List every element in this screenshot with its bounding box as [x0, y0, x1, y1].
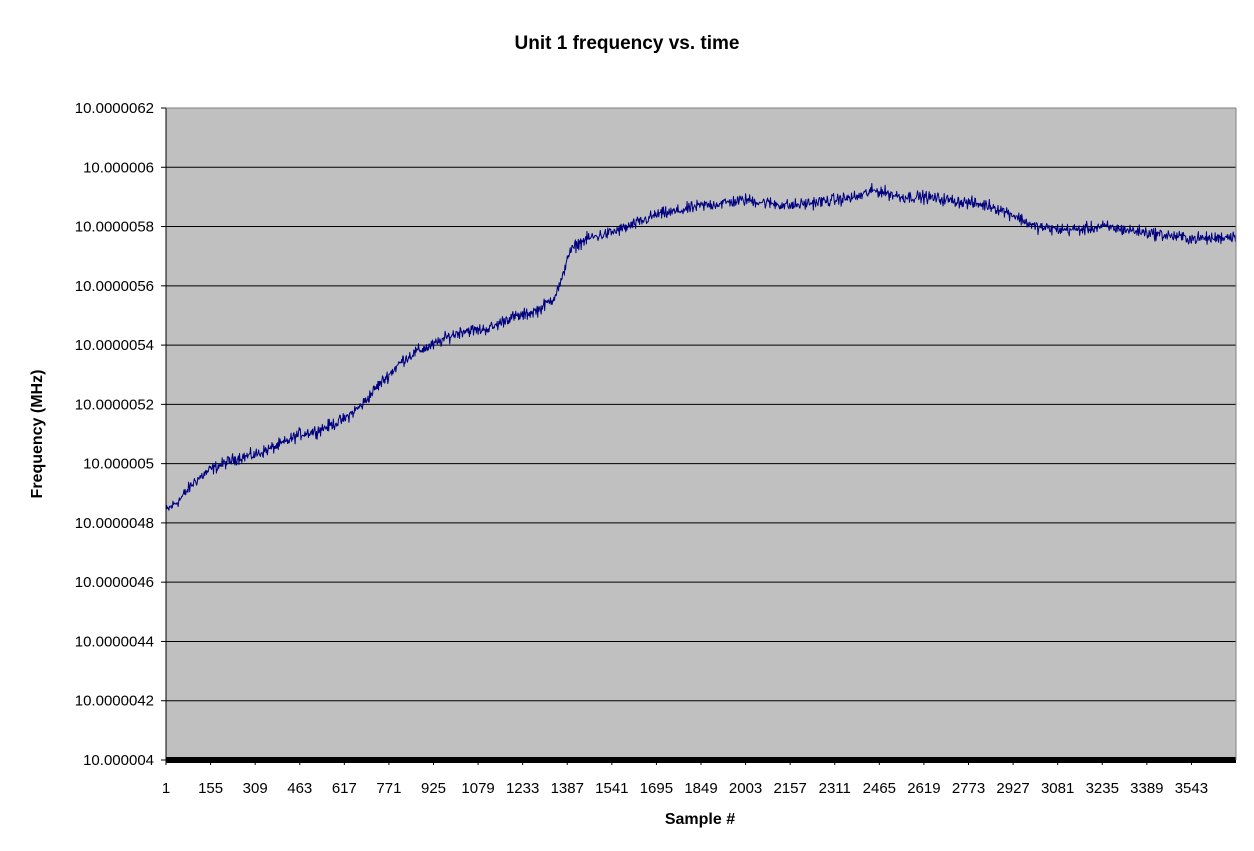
y-tick-label: 10.0000048 [75, 515, 154, 532]
x-tick-label: 771 [376, 780, 401, 797]
y-tick-label: 10.000005 [83, 456, 154, 473]
x-tick-label: 1387 [551, 780, 584, 797]
series-line [165, 182, 1237, 511]
x-tick-label: 1695 [640, 780, 673, 797]
x-tick-label: 1 [162, 780, 170, 797]
plot-area [166, 108, 1236, 760]
x-tick-label: 1541 [595, 780, 628, 797]
x-tick-label: 2003 [729, 780, 762, 797]
x-tick-label: 463 [287, 780, 312, 797]
x-tick-label: 2619 [907, 780, 940, 797]
y-tick-label: 10.0000046 [75, 574, 154, 591]
x-tick-label: 155 [198, 780, 223, 797]
x-tick-label: 3235 [1086, 780, 1119, 797]
y-tick-label: 10.0000052 [75, 396, 154, 413]
x-tick-labels: 1 155 309 463 617 771 925 1079 1233 1387 1541 1695 1… [162, 760, 1208, 797]
x-tick-label: 3389 [1130, 780, 1163, 797]
y-tick-label: 10.0000054 [75, 337, 154, 354]
y-tick-label: 10.0000056 [75, 278, 154, 295]
y-tick-label: 10.0000058 [75, 219, 154, 236]
x-tick-label: 2927 [996, 780, 1029, 797]
x-tick-label: 2157 [773, 780, 806, 797]
chart-title: Unit 1 frequency vs. time [515, 33, 740, 54]
y-axis-title: Frequency (MHz) [29, 370, 46, 499]
x-tick-label: 309 [243, 780, 268, 797]
x-tick-label: 1233 [506, 780, 539, 797]
y-tick-label: 10.000006 [83, 159, 154, 176]
x-tick-label: 2465 [863, 780, 896, 797]
x-tick-label: 1079 [461, 780, 494, 797]
x-tick-label: 1849 [684, 780, 717, 797]
y-tick-label: 10.0000062 [75, 100, 154, 117]
x-tick-label: 3543 [1175, 780, 1208, 797]
x-tick-label: 2311 [819, 780, 851, 797]
x-tick-label: 2773 [952, 780, 985, 797]
x-tick-label: 925 [421, 780, 446, 797]
y-tick-labels: 10.000004 10.0000042 10.0000044 10.0000046 1… [75, 100, 166, 769]
x-axis-title: Sample # [665, 811, 735, 828]
x-tick-label: 617 [332, 780, 357, 797]
y-tick-label: 10.0000042 [75, 693, 154, 710]
series-layer [165, 182, 1237, 511]
y-tick-label: 10.000004 [83, 752, 154, 769]
y-tick-label: 10.0000044 [75, 633, 154, 650]
x-tick-label: 3081 [1041, 780, 1074, 797]
